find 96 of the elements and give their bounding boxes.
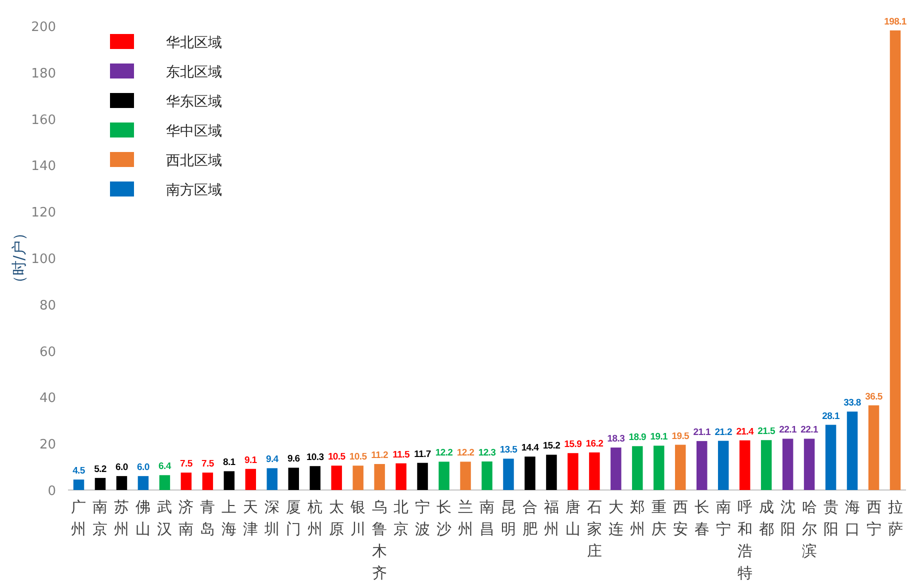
data-label: 6.4	[158, 461, 172, 472]
data-label: 10.3	[306, 452, 324, 464]
data-label: 19.1	[650, 432, 669, 443]
x-tick-label: 沈阳	[780, 498, 796, 538]
x-tick-label: 天津	[243, 498, 258, 538]
data-label: 14.4	[521, 442, 540, 454]
data-label: 198.1	[884, 16, 908, 28]
legend-label: 华北区域	[166, 35, 222, 51]
data-label: 16.2	[586, 438, 604, 450]
data-label: 8.1	[223, 457, 236, 468]
data-label: 21.5	[758, 426, 776, 438]
x-tick-label: 贵阳	[823, 498, 838, 538]
x-tick-label: 唐山	[565, 498, 580, 538]
legend-label: 西北区域	[166, 153, 222, 169]
x-tick-label: 南京	[92, 498, 108, 538]
data-label: 7.5	[180, 458, 194, 470]
data-label: 28.1	[822, 410, 840, 422]
x-tick-label: 呼和浩特	[737, 498, 752, 582]
legend-label: 华中区域	[166, 124, 222, 140]
x-tick-label: 合肥	[522, 498, 538, 538]
x-tick-label: 北京	[394, 498, 409, 538]
data-label: 21.4	[736, 426, 755, 438]
data-label: 10.5	[328, 452, 346, 463]
legend-label: 东北区域	[166, 64, 222, 80]
x-tick-label: 昆明	[500, 498, 516, 538]
legend-label: 华东区域	[166, 94, 222, 110]
x-tick-label: 海口	[844, 498, 860, 538]
data-label: 21.2	[714, 426, 732, 438]
data-label: 5.2	[94, 464, 106, 475]
y-tick-label: 120	[31, 206, 56, 221]
data-label: 9.1	[244, 454, 258, 466]
y-tick-label: 200	[31, 20, 56, 35]
x-tick-label: 福州	[544, 498, 559, 538]
data-label: 22.1	[779, 424, 798, 436]
data-label: 12.2	[435, 448, 453, 459]
x-tick-label: 长春	[694, 498, 710, 538]
data-label: 4.5	[72, 466, 86, 477]
x-tick-label: 深圳	[264, 498, 280, 538]
x-tick-label: 郑州	[630, 498, 645, 538]
x-tick-label: 乌鲁木齐	[372, 498, 388, 582]
data-label: 9.4	[266, 454, 280, 466]
y-tick-label: 140	[31, 159, 56, 174]
data-label: 19.5	[672, 430, 690, 442]
x-tick-label: 重庆	[651, 498, 666, 538]
x-tick-label: 上海	[222, 498, 237, 538]
data-label: 11.7	[414, 448, 431, 460]
data-label: 11.2	[371, 450, 388, 462]
data-label: 9.6	[287, 454, 300, 465]
data-label: 18.3	[607, 434, 625, 445]
data-label: 10.5	[349, 452, 368, 463]
x-tick-label: 石家庄	[586, 498, 602, 560]
y-tick-label: 160	[31, 112, 56, 128]
data-label: 12.3	[478, 447, 496, 458]
data-label: 11.5	[392, 449, 410, 460]
x-tick-label: 杭州	[306, 498, 323, 538]
x-tick-label: 青岛	[200, 498, 216, 538]
data-label: 6.0	[116, 462, 128, 474]
data-label: 21.1	[693, 427, 712, 438]
y-tick-label: 100	[31, 252, 56, 267]
y-tick-label: 20	[39, 438, 56, 453]
x-tick-label: 银川	[350, 498, 366, 538]
data-label: 18.9	[628, 432, 646, 444]
x-tick-label: 厦门	[286, 498, 302, 538]
y-tick-label: 60	[39, 344, 56, 360]
x-tick-label: 西安	[672, 498, 688, 538]
x-tick-label: 拉萨	[888, 498, 903, 538]
data-label: 15.2	[542, 440, 560, 452]
y-tick-label: 180	[31, 66, 56, 82]
data-label: 22.1	[800, 424, 819, 436]
x-tick-label: 济南	[178, 498, 194, 538]
y-tick-label: 40	[39, 391, 56, 406]
x-tick-label: 哈尔滨	[802, 498, 817, 560]
x-tick-label: 广州	[71, 498, 86, 538]
data-label: 33.8	[844, 398, 861, 409]
y-axis-title: （时/户）	[10, 225, 28, 291]
data-label: 12.2	[456, 448, 474, 459]
x-tick-label: 成都	[758, 498, 774, 538]
x-tick-label: 兰州	[458, 498, 474, 538]
x-tick-label: 太原	[329, 498, 344, 538]
x-tick-label: 西宁	[866, 498, 882, 538]
x-tick-label: 南宁	[716, 498, 731, 538]
data-label: 15.9	[564, 439, 582, 450]
x-tick-label: 宁波	[415, 498, 430, 538]
data-label: 13.5	[500, 444, 518, 456]
y-tick-label: 0	[48, 484, 56, 499]
y-tick-label: 80	[39, 298, 56, 314]
x-tick-label: 长沙	[436, 498, 452, 538]
data-label: 6.0	[137, 462, 150, 474]
data-label: 36.5	[865, 391, 884, 402]
x-tick-label: 苏州	[114, 498, 130, 538]
legend-label: 南方区域	[166, 182, 222, 198]
x-tick-label: 佛山	[136, 498, 151, 538]
data-label: 7.5	[202, 458, 215, 470]
x-tick-label: 武汉	[157, 498, 172, 538]
x-tick-label: 南昌	[480, 498, 494, 538]
x-tick-label: 大连	[608, 498, 624, 538]
